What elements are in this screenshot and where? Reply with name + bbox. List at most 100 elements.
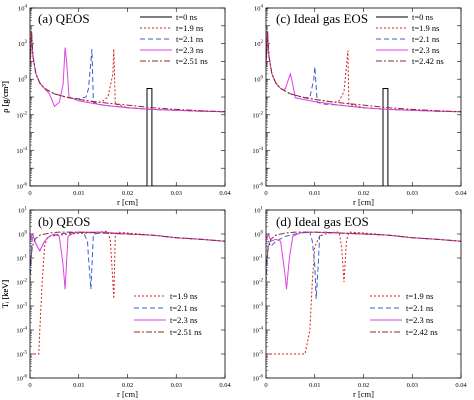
y-tick-label: 10-4 <box>252 147 263 155</box>
legend-label: t=2.3 ns <box>170 315 197 325</box>
panel-title: (c) Ideal gas EOS <box>276 11 368 26</box>
y-tick-label: 10-4 <box>252 327 263 335</box>
legend-label: t=1.9 ns <box>176 23 203 33</box>
series-line <box>266 231 461 266</box>
legend-label: t=2.3 ns <box>176 45 203 55</box>
x-tick-label: 0 <box>28 382 31 389</box>
legend-label: t=2.1 ns <box>176 34 203 44</box>
x-tick-label: 0.01 <box>73 382 84 389</box>
y-tick-label: 10-2 <box>252 279 263 287</box>
y-axis-label: ρ [g/cm³] <box>0 81 10 113</box>
y-tick-label: 10-2 <box>252 111 263 119</box>
x-tick-label: 0 <box>28 190 31 197</box>
y-tick-label: 10-1 <box>16 255 27 263</box>
x-tick-label: 0.03 <box>407 382 418 389</box>
x-tick-label: 0.03 <box>171 190 182 197</box>
y-tick-label: 102 <box>18 40 28 48</box>
y-tick-label: 10-5 <box>16 351 27 359</box>
y-tick-label: 10-6 <box>16 183 27 191</box>
legend-label: t=2.3 ns <box>412 45 439 55</box>
y-tick-label: 101 <box>18 207 28 215</box>
y-tick-label: 10-6 <box>252 183 263 191</box>
x-axis-label: r [cm] <box>117 197 138 207</box>
series-line <box>266 231 461 355</box>
y-tick-label: 10-6 <box>16 375 27 383</box>
y-axis-label: Tᵢ [keV] <box>0 280 10 309</box>
x-tick-label: 0 <box>264 382 267 389</box>
legend-label: t=2.51 ns <box>176 56 208 66</box>
y-tick-label: 104 <box>254 5 264 13</box>
legend: t=1.9 ns t=2.1 ns t=2.3 ns t=2.42 ns <box>370 291 438 337</box>
y-tick-label: 10-5 <box>252 351 263 359</box>
legend-label: t=2.1 ns <box>412 34 439 44</box>
series-line <box>30 88 225 186</box>
panel-title: (d) Ideal gas EOS <box>276 214 369 229</box>
legend-label: t=2.42 ns <box>412 56 444 66</box>
x-tick-label: 0.01 <box>309 382 320 389</box>
legend-label: t=1.9 ns <box>412 23 439 33</box>
chart-panel-a: 0 0.01 0.02 0.03 0.04 104 102 100 10-2 10-4 10-6 r … <box>0 5 231 208</box>
y-axis-label: Tᵢ [keV] <box>0 280 10 309</box>
series-group <box>30 230 225 355</box>
plot-frame <box>265 7 462 187</box>
y-tick-label: 10-1 <box>252 255 263 263</box>
chart-panel-c: 0 0.01 0.02 0.03 0.04 104 102 100 10-2 10-4 10-6 r … <box>0 5 467 208</box>
y-tick-label: 10-3 <box>16 303 27 311</box>
y-tick-label: 101 <box>254 207 264 215</box>
y-tick-label: 104 <box>18 5 28 13</box>
series-group <box>266 31 461 186</box>
legend: t=0 nst=1.9 nst=2.1 nst=2.3 nst=2.51 ns <box>140 12 208 66</box>
x-tick-label: 0 <box>264 190 267 197</box>
y-tick-label: 10-4 <box>16 147 27 155</box>
x-tick-label: 0.02 <box>122 190 133 197</box>
series-line <box>30 231 225 266</box>
x-tick-label: 0.01 <box>73 190 84 197</box>
chart-panel-d: 0 0.01 0.02 0.03 0.04 101 100 10-1 10-2 10-3 10-4 1… <box>0 207 467 400</box>
series-line <box>30 31 225 113</box>
x-axis-label: r [cm] <box>117 389 138 399</box>
y-tick-label: 100 <box>18 76 28 84</box>
x-tick-label: 0.04 <box>219 190 231 197</box>
x-axis-label: r [cm] <box>353 197 374 207</box>
x-tick-label: 0.02 <box>358 382 369 389</box>
y-tick-label: 100 <box>254 76 264 84</box>
x-tick-label: 0.04 <box>219 382 231 389</box>
panel-title: (b) QEOS <box>38 214 90 229</box>
panel-title: (a) QEOS <box>38 11 90 26</box>
y-tick-label: 10-3 <box>252 303 263 311</box>
y-tick-label: 10-4 <box>16 327 27 335</box>
chart-panel-b: 0 0.01 0.02 0.03 0.04 101 100 10-1 10-2 10-3 10-4 1… <box>0 207 231 400</box>
legend-label: t=1.9 ns <box>406 291 433 301</box>
x-tick-label: 0.01 <box>309 190 320 197</box>
x-tick-label: 0.02 <box>358 190 369 197</box>
y-tick-label: 100 <box>254 231 264 239</box>
legend: t=0 nst=1.9 nst=2.1 nst=2.3 nst=2.42 ns <box>376 12 444 66</box>
plot-frame <box>29 209 226 379</box>
series-line <box>266 88 461 186</box>
x-tick-label: 0.04 <box>455 190 467 197</box>
legend-label: t=0 ns <box>176 12 197 22</box>
legend-label: t=2.1 ns <box>406 303 433 313</box>
series-line <box>266 31 461 113</box>
legend: t=1.9 ns t=2.1 ns t=2.3 ns t=2.51 ns <box>134 291 202 337</box>
y-tick-label: 100 <box>18 231 28 239</box>
y-axis-label: ρ [g/cm³] <box>0 81 10 113</box>
x-tick-label: 0.03 <box>407 190 418 197</box>
plot-frame <box>29 7 226 187</box>
y-tick-label: 102 <box>254 40 264 48</box>
y-tick-label: 10-6 <box>252 375 263 383</box>
x-tick-label: 0.03 <box>171 382 182 389</box>
series-group <box>266 231 461 355</box>
legend-label: t=1.9 ns <box>170 291 197 301</box>
y-tick-label: 10-2 <box>16 279 27 287</box>
panels: 0 0.01 0.02 0.03 0.04 104 102 100 10-2 10-4 10-6 r … <box>0 5 467 400</box>
plot-frame <box>265 209 462 379</box>
x-tick-label: 0.04 <box>455 382 467 389</box>
legend-label: t=2.1 ns <box>170 303 197 313</box>
legend-label: t=0 ns <box>412 12 433 22</box>
x-axis-label: r [cm] <box>353 389 374 399</box>
legend-label: t=2.51 ns <box>170 327 202 337</box>
legend-label: t=2.42 ns <box>406 327 438 337</box>
